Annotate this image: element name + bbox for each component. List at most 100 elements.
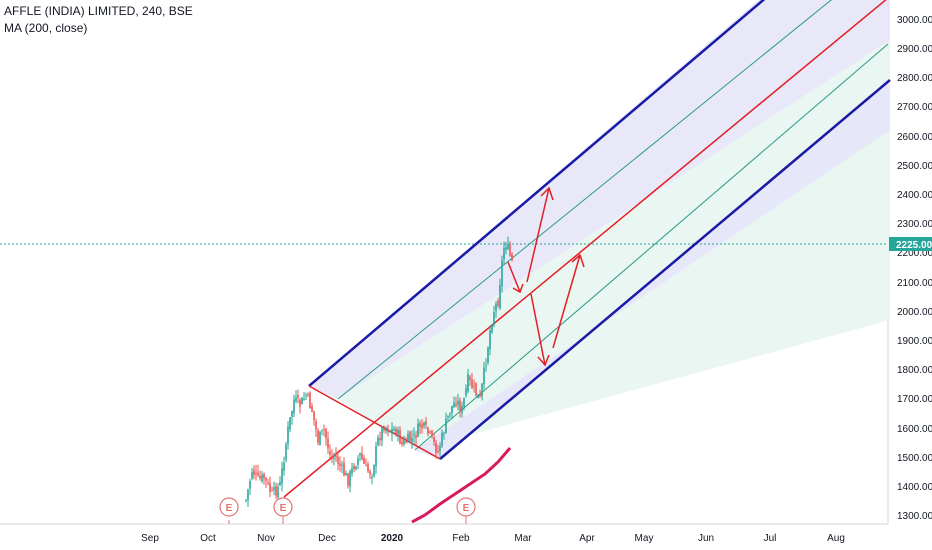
- candle-body: [465, 388, 467, 396]
- earnings-marker-1-label: E: [226, 503, 233, 514]
- candle-body: [391, 428, 393, 434]
- candle-body: [377, 437, 379, 446]
- symbol-title[interactable]: AFFLE (INDIA) LIMITED, 240, BSE: [4, 4, 193, 18]
- projection-arrows[interactable]: [507, 186, 585, 367]
- candle-body: [251, 471, 253, 479]
- price-tick-label: 2100.00: [897, 278, 932, 289]
- price-tick-label: 2200.00: [897, 248, 932, 259]
- candle-body: [501, 260, 503, 287]
- candle-body: [463, 398, 465, 407]
- arrow-down-1[interactable]: [507, 261, 521, 293]
- candle-body: [441, 432, 443, 447]
- candle-body: [291, 411, 293, 417]
- candle-body: [419, 422, 421, 427]
- pitchfork[interactable]: [283, 0, 891, 498]
- earnings-marker-2[interactable]: E: [273, 497, 293, 517]
- candle-body: [401, 441, 403, 445]
- candle-body: [399, 430, 401, 444]
- arrow-down-2-head: [537, 354, 550, 367]
- time-tick-label: Feb: [452, 533, 470, 544]
- price-tick-label: 2600.00: [897, 132, 932, 143]
- candle-body: [481, 383, 483, 397]
- pitchfork-inner-upper-line: [337, 0, 832, 400]
- candle-body: [299, 399, 301, 407]
- candle-body: [499, 284, 501, 309]
- arrow-down-2[interactable]: [530, 293, 546, 366]
- price-tick-label: 1800.00: [897, 365, 932, 376]
- candle-body: [345, 473, 347, 476]
- candle-body: [339, 463, 341, 467]
- candle-body: [359, 452, 361, 456]
- candle-body: [449, 412, 451, 415]
- candle-body: [315, 421, 317, 430]
- time-axis[interactable]: Sep Oct Nov Dec 2020 Feb Mar Apr May Jun…: [141, 533, 845, 544]
- pitchfork-upper-line[interactable]: [308, 0, 768, 387]
- candle-body: [425, 421, 427, 425]
- candle-body: [365, 465, 367, 467]
- candle-body: [273, 487, 275, 491]
- candle-body: [373, 464, 375, 477]
- earnings-markers[interactable]: E E E: [219, 497, 476, 524]
- arrow-up-1[interactable]: [526, 187, 550, 283]
- arrow-up-2-head: [571, 253, 585, 268]
- candle-body: [335, 454, 337, 458]
- time-tick-label: Oct: [200, 533, 216, 544]
- candle-body: [421, 424, 423, 428]
- arrow-up-2[interactable]: [552, 254, 581, 349]
- price-tick-label: 2700.00: [897, 102, 932, 113]
- candle-body: [267, 482, 269, 484]
- candle-body: [461, 406, 463, 413]
- candle-body: [303, 398, 305, 400]
- candle-body: [381, 427, 383, 441]
- candle-body: [263, 473, 265, 479]
- candle-body: [333, 457, 335, 459]
- candle-body: [475, 382, 477, 396]
- price-tick-label: 2500.00: [897, 161, 932, 172]
- earnings-marker-3-label: E: [463, 503, 470, 514]
- time-tick-label: Jul: [764, 533, 777, 544]
- candle-body: [279, 482, 281, 486]
- candle-body: [413, 434, 415, 436]
- candle-body: [363, 457, 365, 464]
- candle-body: [493, 312, 495, 325]
- price-tick-label: 1400.00: [897, 482, 932, 493]
- candle-body: [397, 429, 399, 434]
- candle-body: [453, 402, 455, 408]
- candle-body: [351, 467, 353, 474]
- pitchfork-handle-line[interactable]: [308, 385, 441, 460]
- candle-body: [497, 300, 499, 306]
- candle-body: [293, 399, 295, 414]
- candle-body: [247, 489, 249, 500]
- indicator-label[interactable]: MA (200, close): [4, 21, 88, 35]
- candle-body: [415, 435, 417, 438]
- candle-body: [249, 481, 251, 489]
- candle-body: [329, 451, 331, 455]
- price-tick-label: 1300.00: [897, 511, 932, 522]
- candle-body: [283, 462, 285, 471]
- price-tick-label: 2000.00: [897, 307, 932, 318]
- candle-body: [503, 248, 505, 259]
- candle-body: [319, 431, 321, 445]
- candle-body: [383, 427, 385, 431]
- current-price-label: 2225.00: [896, 240, 932, 251]
- chart-legend[interactable]: AFFLE (INDIA) LIMITED, 240, BSE MA (200,…: [4, 4, 193, 35]
- candle-body: [287, 426, 289, 444]
- candle-body: [439, 446, 441, 452]
- price-axis[interactable]: 3000.00 2900.00 2800.00 2700.00 2600.00 …: [897, 15, 932, 522]
- pitchfork-lower-line[interactable]: [439, 79, 891, 460]
- candle-body: [409, 431, 411, 441]
- arrow-up-1-head: [540, 186, 554, 201]
- candle-body: [469, 376, 471, 381]
- earnings-marker-1[interactable]: E: [219, 497, 239, 517]
- earnings-marker-3[interactable]: E: [456, 497, 476, 517]
- candle-body: [487, 347, 489, 363]
- price-tick-label: 2800.00: [897, 73, 932, 84]
- current-price-tag: 2225.00: [889, 237, 932, 251]
- candle-body: [311, 406, 313, 412]
- candle-body: [511, 254, 513, 261]
- ma-200-line: [411, 447, 512, 524]
- candle-body: [295, 397, 297, 402]
- pitchfork-median-line[interactable]: [283, 0, 888, 498]
